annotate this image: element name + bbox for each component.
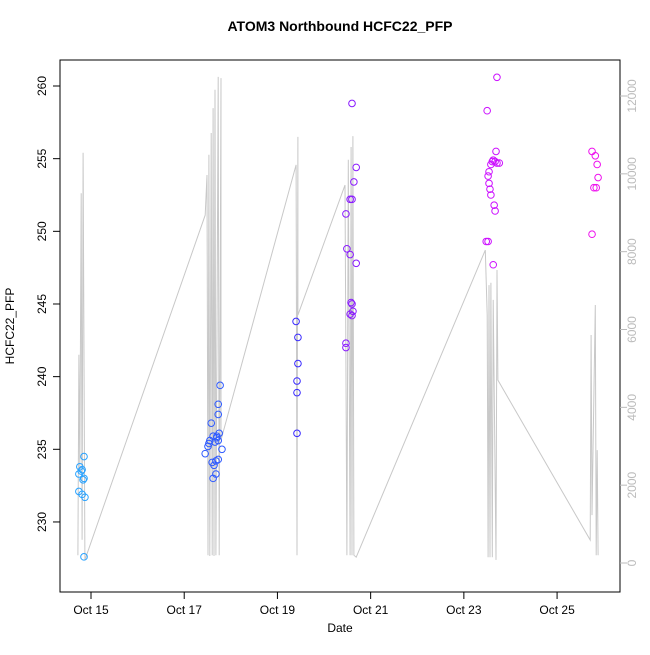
data-point [293,377,301,385]
data-point [80,474,88,483]
data-point [347,298,355,307]
data-point [210,461,218,470]
y2-tick-label: 4000 [625,394,639,421]
data-point [214,436,223,445]
data-point [593,160,601,169]
data-point [348,99,356,108]
data-point [294,359,302,368]
data-point [346,310,354,318]
y2-tick-label: 12000 [625,79,639,113]
data-point [588,230,596,239]
x-tick-label: Oct 15 [73,603,109,617]
data-point [216,381,224,390]
x-tick-label: Oct 23 [446,603,482,617]
data-point [207,419,216,427]
data-point [80,553,88,561]
y2-tick-label: 8000 [625,238,639,265]
data-point [484,172,492,180]
y-tick-label: 255 [35,148,49,168]
data-point [293,429,301,438]
plot-frame [59,59,621,593]
x-tick-label: Oct 25 [539,603,575,617]
data-point [592,183,601,192]
data-point [590,183,598,192]
data-point [81,493,89,502]
data-point [342,343,350,352]
y-tick-label: 230 [35,512,49,532]
data-point [482,237,491,246]
data-point [215,429,223,438]
data-point [293,388,301,397]
y-tick-label: 245 [35,294,49,314]
data-point [214,400,223,409]
x-axis-label: Date [327,621,353,635]
data-point [352,163,360,172]
y2-tick-label: 2000 [625,472,639,499]
data-point [348,195,356,204]
y2-tick-label: 6000 [625,316,639,343]
altitude-line [77,76,599,561]
data-point [485,167,493,176]
data-point [214,455,223,464]
data-point [342,339,350,348]
y-tick-label: 260 [35,76,49,96]
data-point [493,73,501,82]
data-point [79,476,87,484]
y-tick-label: 235 [35,439,49,459]
x-tick-label: Oct 21 [353,603,389,617]
data-point [292,317,300,326]
data-point [201,449,209,458]
data-point [214,410,223,419]
data-point [343,244,351,253]
data-point [486,185,494,193]
x-tick-label: Oct 17 [167,603,203,617]
y2-tick-label: 10000 [625,157,639,191]
x-tick-label: Oct 19 [260,603,296,617]
data-point [348,300,356,308]
chart-title: ATOM3 Northbound HCFC22_PFP [227,18,452,34]
data-point [491,207,499,215]
data-point [490,201,498,209]
data-point [495,159,504,167]
data-point [491,157,499,166]
y-tick-label: 250 [35,221,49,241]
data-point [350,178,358,186]
data-point [489,260,498,269]
data-point [212,470,220,478]
data-point [294,333,302,342]
data-point [80,452,88,461]
data-point [492,147,500,156]
data-point [346,250,354,259]
y-axis-label: HCFC22_PFP [3,288,17,365]
y2-tick-label: 0 [625,559,639,566]
data-point [483,106,491,115]
data-point [352,259,360,268]
data-point [78,465,86,474]
data-point [588,147,596,156]
data-point [487,191,495,199]
data-point [485,179,493,188]
data-point [594,173,602,182]
y-tick-label: 240 [35,366,49,386]
data-point [591,151,600,160]
data-point [342,210,350,218]
data-point [218,445,226,454]
data-point [488,157,497,166]
data-point [348,311,356,320]
data-point [493,159,501,167]
